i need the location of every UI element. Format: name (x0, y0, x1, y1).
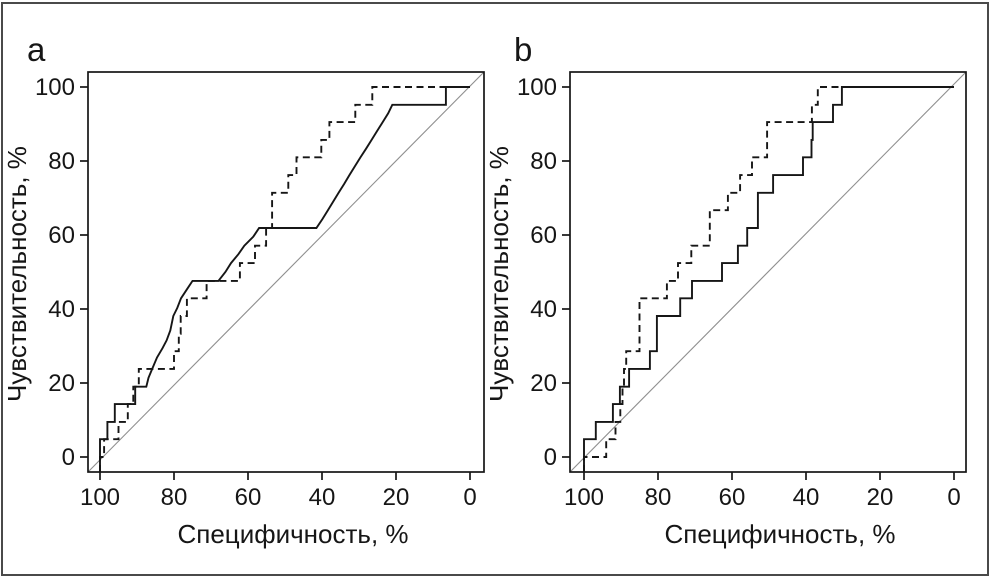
panel-letter-b: b (514, 31, 532, 68)
plot-frame (569, 71, 967, 473)
figure-frame (1, 2, 989, 576)
x-tick-label: 80 (161, 484, 188, 511)
x-tick-label: 60 (235, 484, 262, 511)
panel-letter-a: a (27, 31, 46, 68)
y-tick-label: 80 (48, 148, 75, 175)
y-tick-label: 100 (517, 74, 557, 101)
roc-panel-a: 100 80 60 40 20 0 0 20 40 60 80 100 (35, 71, 485, 511)
y-axis-label-a: Чувствительность, % (2, 146, 32, 402)
plot-frame (87, 71, 485, 473)
reference-diagonal (569, 71, 967, 473)
roc-b-roc-curve-solid (583, 86, 954, 472)
x-tick-label: 0 (463, 484, 476, 511)
y-tick-label: 60 (530, 222, 557, 249)
reference-diagonal (87, 71, 485, 473)
x-tick-label: 0 (947, 484, 960, 511)
x-tick-label: 40 (793, 484, 820, 511)
y-tick-label: 0 (62, 444, 75, 471)
y-tick-label: 0 (544, 444, 557, 471)
roc-panel-b: 100 80 60 40 20 0 0 20 40 60 80 100 (517, 71, 967, 511)
x-axis-label-b: Специфичность, % (664, 519, 895, 549)
y-tick-label: 40 (48, 296, 75, 323)
roc-a-roc-curve-solid (99, 86, 470, 472)
x-tick-label: 20 (383, 484, 410, 511)
y-tick-label: 20 (530, 370, 557, 397)
x-tick-label: 40 (309, 484, 336, 511)
y-axis-label-b: Чувствительность, % (484, 146, 514, 402)
y-tick-label: 20 (48, 370, 75, 397)
x-tick-label: 100 (564, 484, 604, 511)
roc-a-roc-curve-dashed (99, 86, 470, 472)
x-tick-label: 20 (867, 484, 894, 511)
x-axis-label-a: Специфичность, % (177, 519, 408, 549)
y-tick-label: 80 (530, 148, 557, 175)
y-tick-label: 100 (35, 74, 75, 101)
x-tick-label: 80 (645, 484, 672, 511)
y-tick-label: 40 (530, 296, 557, 323)
x-tick-label: 60 (719, 484, 746, 511)
y-tick-label: 60 (48, 222, 75, 249)
x-tick-label: 100 (80, 484, 120, 511)
roc-b-roc-curve-dashed (583, 86, 954, 472)
